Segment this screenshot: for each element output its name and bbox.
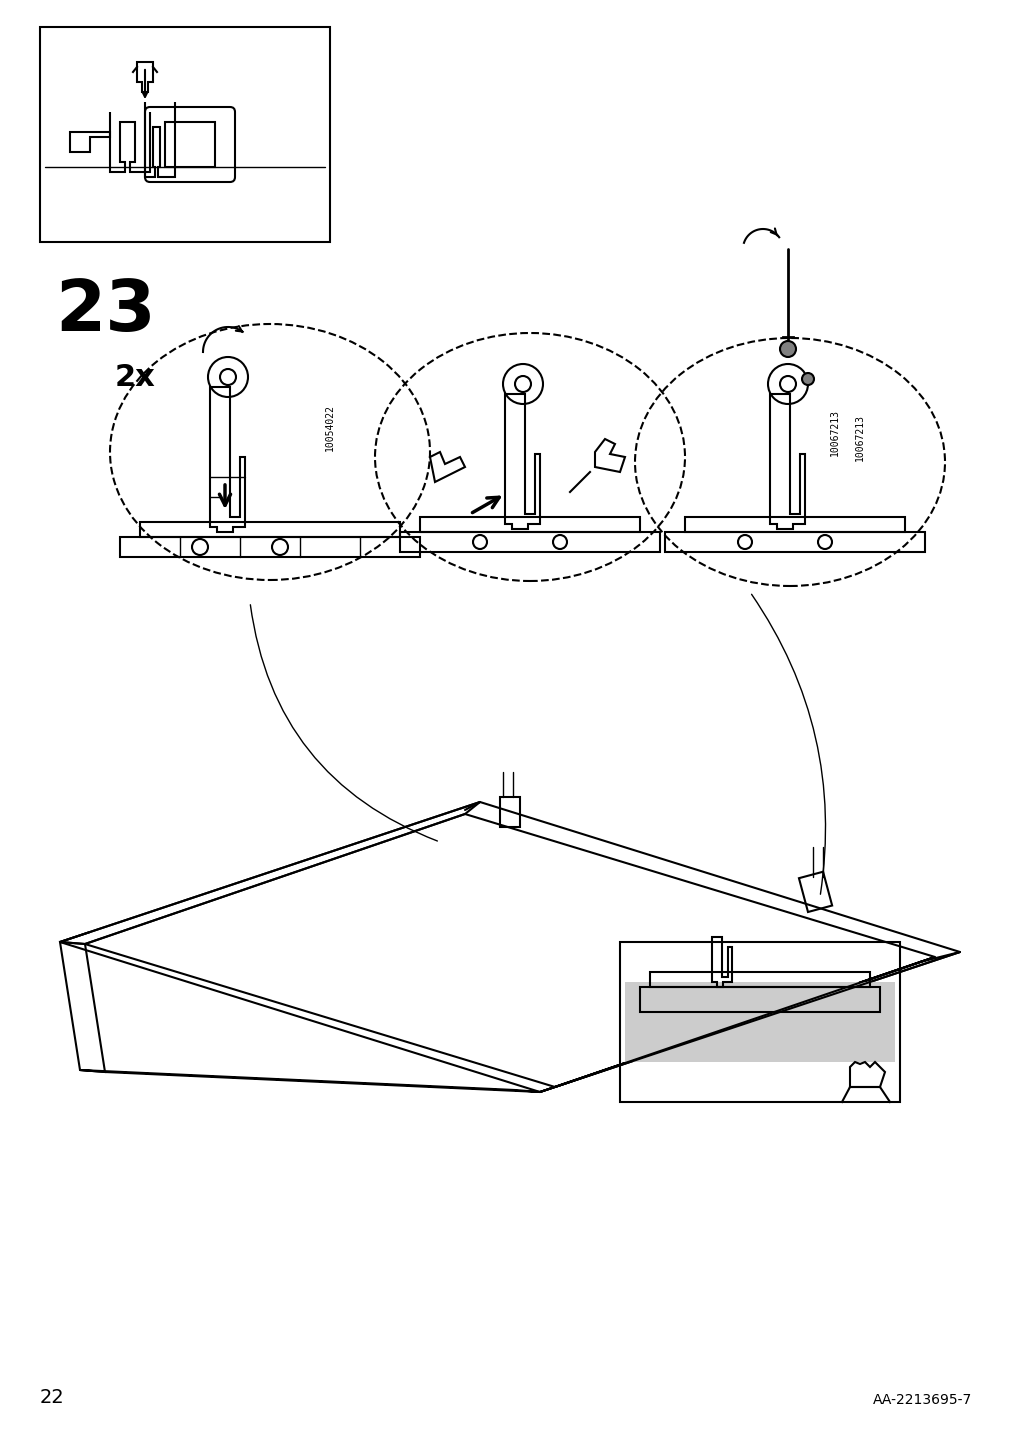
Text: 2x: 2x (115, 362, 156, 391)
Bar (625, 982, 894, 1063)
Bar (420, 517, 639, 533)
Bar (40, 27, 330, 242)
Bar (120, 537, 420, 557)
Circle shape (801, 372, 813, 385)
Circle shape (779, 341, 796, 357)
Bar (639, 987, 880, 1012)
Text: 22: 22 (40, 1388, 65, 1408)
Text: AA-2213695-7: AA-2213695-7 (871, 1393, 971, 1408)
Bar (684, 517, 904, 533)
Bar (664, 533, 924, 551)
Bar (798, 872, 831, 912)
Bar (399, 533, 659, 551)
Bar (499, 798, 520, 828)
Bar (620, 942, 899, 1103)
Bar (165, 122, 214, 168)
Text: 10067213: 10067213 (854, 414, 864, 461)
Text: 23: 23 (55, 276, 156, 347)
Text: 10067213: 10067213 (829, 408, 839, 455)
Bar (140, 523, 399, 537)
Text: 10054022: 10054022 (325, 404, 335, 451)
Bar (649, 972, 869, 987)
